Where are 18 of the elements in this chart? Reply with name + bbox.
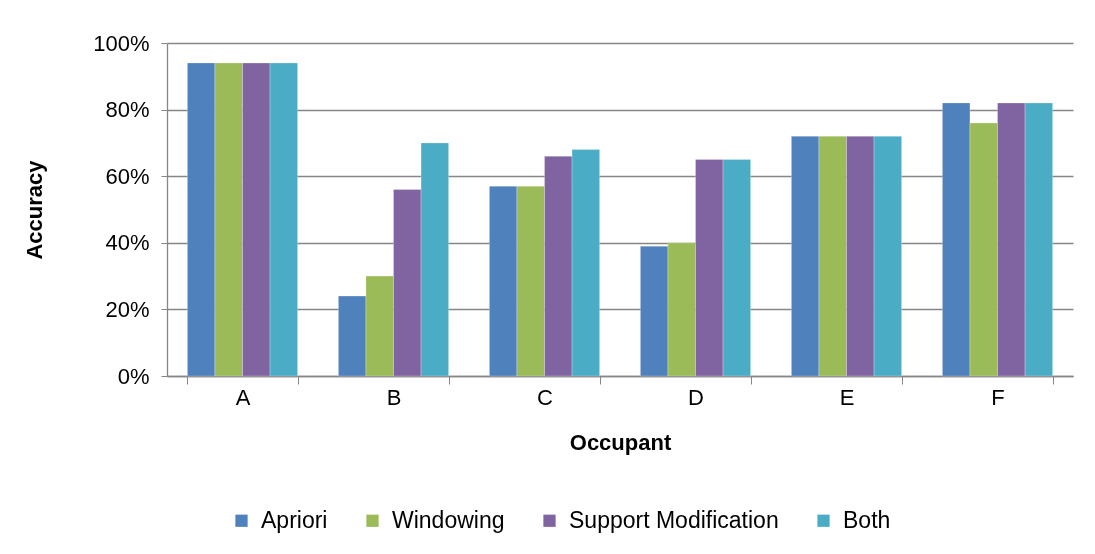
x-axis-title: Occupant (569, 429, 672, 455)
x-tick-label: F (991, 384, 1005, 410)
x-tick-label: C (537, 384, 554, 410)
y-tick-label: 0% (117, 363, 150, 389)
y-axis-title: Accuracy (22, 159, 48, 260)
x-tick-label: A (235, 384, 251, 410)
legend-label: Both (843, 506, 891, 533)
y-tick-label: 60% (105, 163, 150, 189)
y-tick-label: 100% (93, 30, 150, 56)
legend-label: Apriori (261, 506, 328, 533)
y-tick-label: 80% (105, 97, 150, 123)
legend-label: Support Modification (569, 506, 779, 533)
legend-label: Windowing (392, 506, 505, 533)
y-tick-label: 20% (105, 296, 150, 322)
x-tick-label: E (839, 384, 855, 410)
y-tick-label: 40% (105, 230, 150, 256)
x-tick-label: D (688, 384, 704, 410)
x-tick-label: B (386, 384, 402, 410)
